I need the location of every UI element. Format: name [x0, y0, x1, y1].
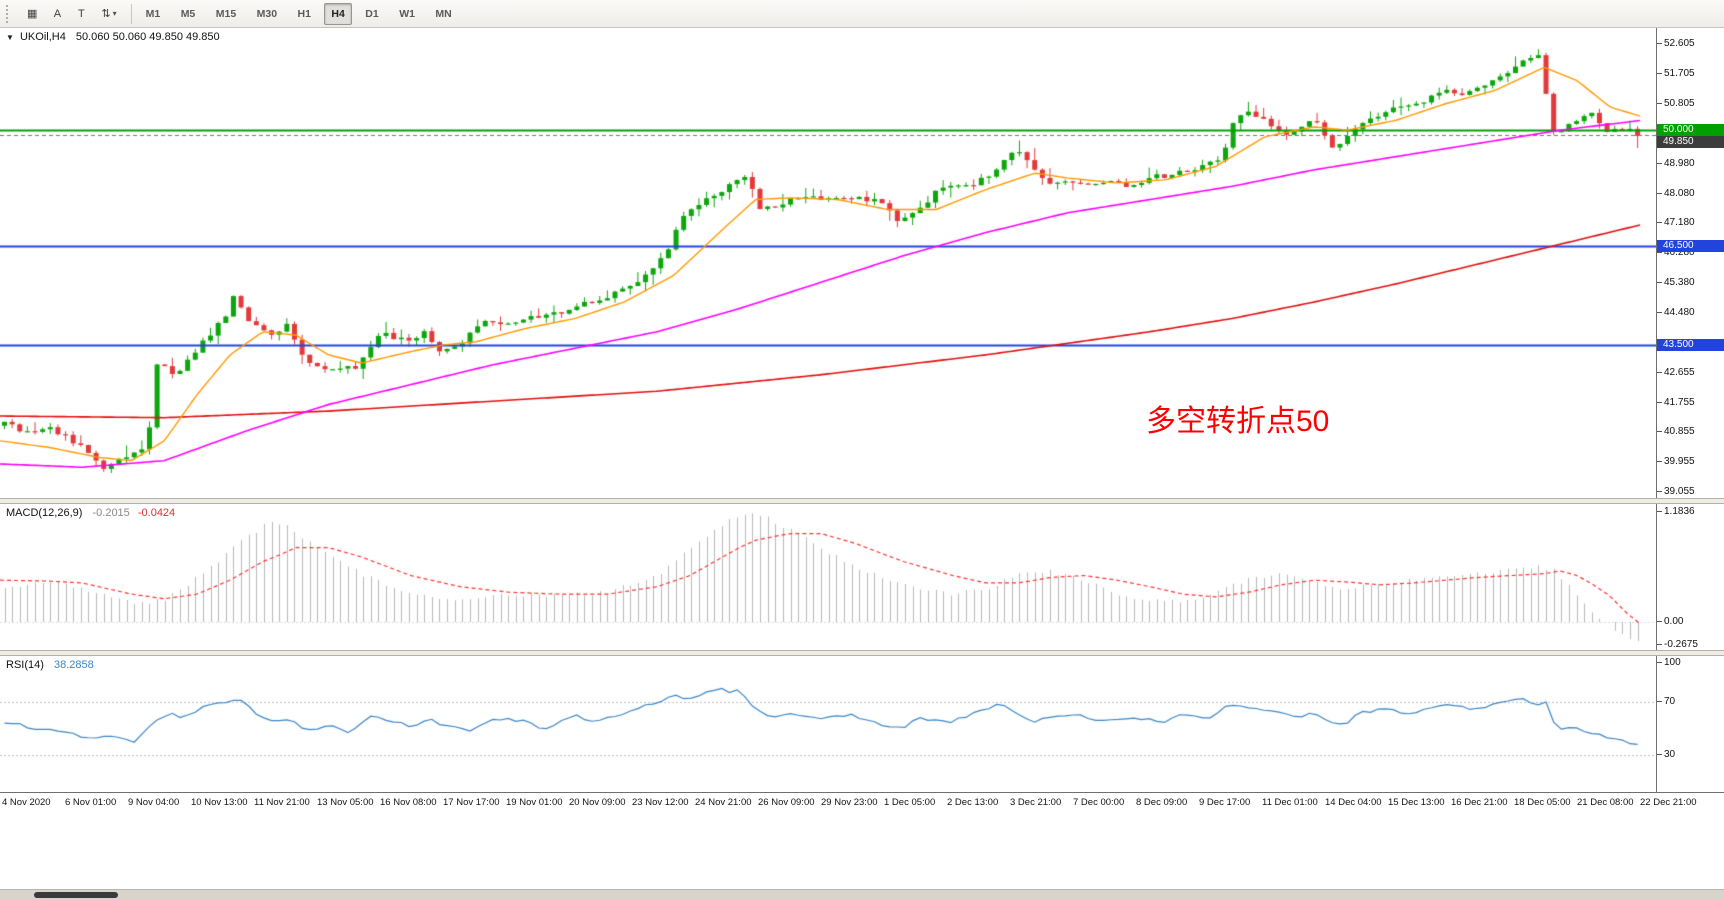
timeframe-h1-button[interactable]: H1 — [291, 3, 318, 25]
price-tick: 39.055 — [1657, 485, 1695, 497]
toolbar-grip[interactable] — [6, 4, 13, 23]
caret-down-icon: ▾ — [112, 9, 117, 18]
macd-tick: 1.1836 — [1657, 506, 1695, 517]
time-axis-label: 14 Dec 04:00 — [1325, 797, 1382, 808]
timeframe-m30-button[interactable]: M30 — [250, 3, 284, 25]
price-badge: 43.500 — [1657, 339, 1724, 351]
time-axis-label: 24 Nov 21:00 — [695, 797, 752, 808]
time-axis-label: 9 Dec 17:00 — [1199, 797, 1251, 808]
price-tick: 39.955 — [1657, 456, 1695, 468]
price-tick: 41.755 — [1657, 396, 1695, 408]
chart-header: ▼ UKOil,H4 50.060 50.060 49.850 49.850 — [6, 31, 220, 43]
toolbar: ▦ A T ⇅ ▾ M1 M5 M15 M30 H1 H4 D1 W1 MN — [0, 0, 1724, 28]
price-badge: 50.000 — [1657, 124, 1724, 136]
price-badge: 49.850 — [1657, 136, 1724, 148]
timeframe-mn-button[interactable]: MN — [428, 3, 458, 25]
grid-icon: ▦ — [27, 8, 38, 20]
time-axis-label: 26 Nov 09:00 — [758, 797, 815, 808]
grid-tool-button[interactable]: ▦ — [20, 3, 44, 25]
arrows-icon: ⇅ — [101, 8, 111, 20]
panel-splitter[interactable] — [0, 650, 1724, 656]
arrows-tool-button[interactable]: ⇅ ▾ — [94, 3, 123, 25]
rsi-tick: 70 — [1656, 696, 1676, 707]
rsi-tick: 30 — [1656, 749, 1676, 760]
macd-name: MACD(12,26,9) — [6, 507, 83, 519]
time-axis-label: 20 Nov 09:00 — [569, 797, 626, 808]
time-axis-label: 11 Dec 01:00 — [1262, 797, 1318, 808]
time-axis-label: 6 Nov 01:00 — [65, 797, 117, 808]
chart-annotation-text[interactable]: 多空转折点50 — [1146, 405, 1330, 438]
horizontal-scrollbar[interactable] — [0, 889, 1724, 900]
rsi-chart-canvas[interactable] — [0, 656, 1656, 792]
symbol-dropdown-icon[interactable]: ▼ — [6, 33, 14, 42]
timeframe-d1-button[interactable]: D1 — [358, 3, 385, 25]
time-axis-label: 13 Nov 05:00 — [317, 797, 374, 808]
timeframe-h4-button[interactable]: H4 — [324, 2, 352, 25]
macd-panel: MACD(12,26,9) -0.2015 -0.0424 1.1836 0.00… — [0, 504, 1724, 650]
time-axis-label: 1 Dec 05:00 — [884, 797, 936, 808]
price-tick: 42.655 — [1657, 366, 1695, 378]
price-tick: 45.380 — [1657, 276, 1695, 288]
time-axis-label: 16 Nov 08:00 — [380, 797, 437, 808]
rsi-panel: RSI(14) 38.2858 100 70 30 — [0, 656, 1724, 792]
timeframe-group: M1 M5 M15 M30 H1 H4 D1 W1 MN — [138, 2, 460, 25]
time-axis-label: 9 Nov 04:00 — [128, 797, 180, 808]
time-axis-label: 16 Dec 21:00 — [1451, 797, 1508, 808]
macd-tick: -0.2675 — [1657, 639, 1698, 650]
time-axis-label: 29 Nov 23:00 — [821, 797, 878, 808]
timeframe-m1-button[interactable]: M1 — [139, 3, 168, 25]
toolbar-separator — [130, 3, 132, 24]
timeframe-m15-button[interactable]: M15 — [209, 3, 243, 25]
time-axis-label: 17 Nov 17:00 — [443, 797, 500, 808]
price-chart-canvas[interactable] — [0, 28, 1656, 498]
chart-area: ▼ UKOil,H4 50.060 50.060 49.850 49.850 多… — [0, 28, 1724, 900]
macd-signal-value: -0.0424 — [137, 507, 176, 519]
time-axis-label: 3 Dec 21:00 — [1010, 797, 1062, 808]
price-panel: ▼ UKOil,H4 50.060 50.060 49.850 49.850 多… — [0, 28, 1724, 498]
time-axis-label: 22 Dec 21:00 — [1640, 797, 1697, 808]
time-axis-label: 8 Dec 09:00 — [1136, 797, 1188, 808]
time-axis-label: 15 Dec 13:00 — [1388, 797, 1445, 808]
price-tick: 46.280 — [1657, 247, 1695, 259]
time-axis-label: 18 Dec 05:00 — [1514, 797, 1571, 808]
price-badge: 46.500 — [1657, 240, 1724, 252]
time-axis-label: 23 Nov 12:00 — [632, 797, 689, 808]
macd-main-value: -0.2015 — [92, 507, 130, 519]
price-tick: 40.855 — [1657, 426, 1695, 438]
rsi-label: RSI(14) 38.2858 — [6, 659, 94, 671]
timeframe-m5-button[interactable]: M5 — [174, 3, 203, 25]
time-axis-label: 11 Nov 21:00 — [254, 797, 310, 808]
time-axis-label: 19 Nov 01:00 — [506, 797, 563, 808]
macd-scale[interactable]: 1.1836 0.00 -0.2675 — [1656, 504, 1724, 650]
time-axis[interactable]: 4 Nov 2020 6 Nov 01:00 9 Nov 04:00 10 Nov 1… — [0, 792, 1724, 813]
rsi-value: 38.2858 — [53, 659, 94, 671]
time-axis-label: 10 Nov 13:00 — [191, 797, 248, 808]
macd-label: MACD(12,26,9) -0.2015 -0.0424 — [6, 507, 175, 519]
panel-splitter[interactable] — [0, 498, 1724, 504]
price-tick: 52.605 — [1657, 38, 1695, 50]
ohlc-values: 50.060 50.060 49.850 49.850 — [75, 31, 220, 43]
timeframe-w1-button[interactable]: W1 — [392, 3, 422, 25]
rsi-name: RSI(14) — [6, 659, 44, 671]
rsi-scale[interactable]: 100 70 30 — [1656, 656, 1724, 792]
price-tick: 50.805 — [1657, 97, 1695, 109]
text-tool-button[interactable]: T — [70, 3, 92, 25]
price-tick: 48.980 — [1657, 157, 1695, 169]
main-price-scale[interactable]: 52.605 51.705 50.805 48.980 48.080 47.180 46.2… — [1656, 28, 1724, 498]
time-axis-label: 2 Dec 13:00 — [947, 797, 999, 808]
pointer-tool-button[interactable]: A — [46, 3, 68, 25]
rsi-tick: 100 — [1657, 657, 1681, 668]
time-axis-label: 7 Dec 00:00 — [1073, 797, 1125, 808]
time-axis-label: 21 Dec 08:00 — [1577, 797, 1634, 808]
price-tick: 48.080 — [1657, 187, 1695, 199]
macd-tick: 0.00 — [1656, 616, 1684, 627]
symbol-timeframe-label: UKOil,H4 — [19, 31, 66, 43]
price-tick: 51.705 — [1657, 67, 1695, 79]
price-tick: 47.180 — [1657, 217, 1695, 229]
time-axis-label: 4 Nov 2020 — [2, 797, 51, 808]
horizontal-scrollbar-thumb[interactable] — [34, 892, 118, 898]
macd-chart-canvas[interactable] — [0, 504, 1656, 650]
price-tick: 44.480 — [1657, 306, 1695, 318]
